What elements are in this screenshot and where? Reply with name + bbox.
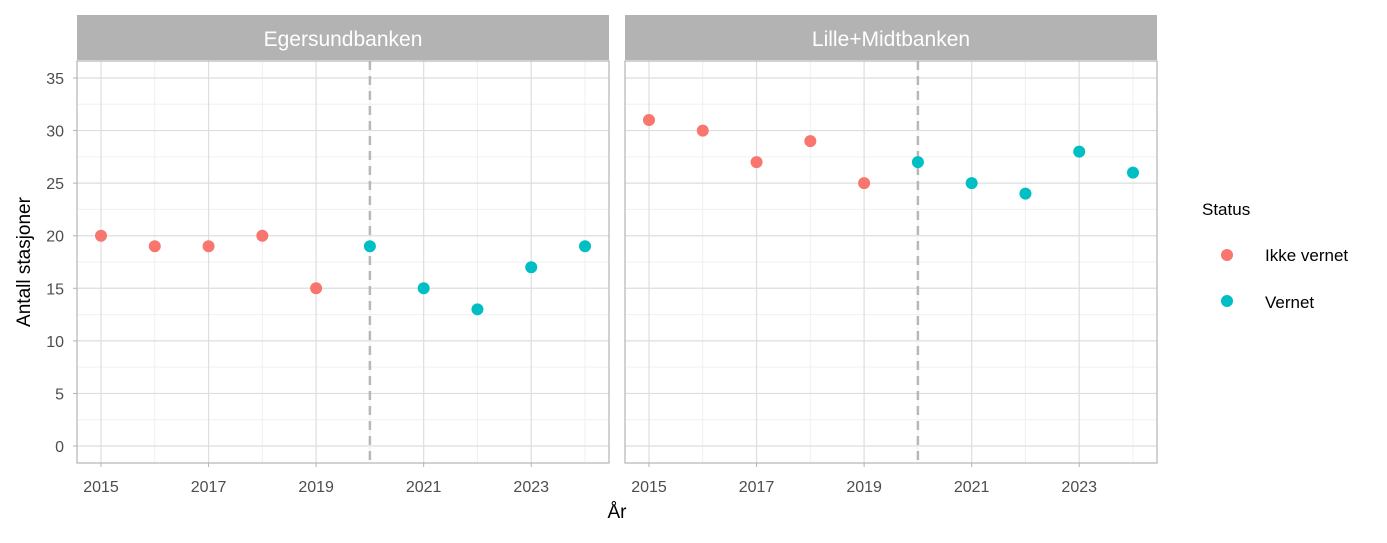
data-point xyxy=(804,135,817,148)
data-point xyxy=(95,229,107,242)
x-tick-label: 2019 xyxy=(846,479,882,496)
y-tick-label: 5 xyxy=(55,386,64,403)
panel-border xyxy=(624,60,1158,464)
legend-title: Status xyxy=(1202,200,1250,219)
x-tick-label: 2023 xyxy=(1061,479,1097,496)
data-point xyxy=(965,177,978,190)
y-tick-label: 10 xyxy=(46,334,64,351)
data-point xyxy=(363,240,376,253)
data-point xyxy=(579,240,591,253)
data-point xyxy=(1127,166,1139,179)
data-point xyxy=(750,156,763,169)
facet-strip xyxy=(625,15,1157,60)
data-point xyxy=(858,177,871,190)
data-point xyxy=(911,156,924,169)
facet-strip xyxy=(77,15,609,60)
legend-label-vernet: Vernet xyxy=(1265,293,1314,312)
data-point xyxy=(256,229,269,242)
data-point xyxy=(643,114,655,127)
x-tick-label: 2017 xyxy=(739,479,775,496)
panels-layer: Egersundbanken 2015 2017 2019 2021 2023 0 5 10 15… xyxy=(46,15,1158,496)
facet-strip-title: Lille+Midtbanken xyxy=(812,28,970,51)
y-tick-label: 25 xyxy=(46,176,64,193)
x-tick-label: 2019 xyxy=(298,479,334,496)
data-point xyxy=(696,124,709,137)
x-tick-label: 2023 xyxy=(513,479,549,496)
y-axis-title: Antall stasjoner xyxy=(14,196,35,327)
panel-2: Lille+Midtbanken 2015 2017 2019 2021 2023 xyxy=(624,15,1158,496)
x-tick-label: 2021 xyxy=(406,479,442,496)
x-tick-label: 2015 xyxy=(83,479,119,496)
data-point xyxy=(148,240,161,253)
data-point xyxy=(1019,187,1032,200)
y-tick-label: 15 xyxy=(46,281,64,298)
facet-strip-title: Egersundbanken xyxy=(264,28,423,51)
data-point xyxy=(310,282,323,295)
x-tick-label: 2021 xyxy=(954,479,990,496)
legend-key-vernet xyxy=(1221,295,1233,307)
x-tick-label: 2017 xyxy=(191,479,227,496)
legend-key-ikke-vernet xyxy=(1221,249,1233,261)
panel-1: Egersundbanken 2015 2017 2019 2021 2023 0 5 10 15… xyxy=(46,15,610,496)
y-tick-label: 30 xyxy=(46,124,64,141)
data-point xyxy=(417,282,430,295)
data-point xyxy=(202,240,215,253)
x-tick-label: 2015 xyxy=(631,479,667,496)
data-point xyxy=(471,303,484,316)
data-point xyxy=(525,261,538,274)
legend-label-ikke-vernet: Ikke vernet xyxy=(1265,246,1348,265)
y-tick-label: 35 xyxy=(46,71,64,88)
y-tick-label: 20 xyxy=(46,229,64,246)
y-tick-label: 0 xyxy=(55,439,64,456)
panel-border xyxy=(76,60,610,464)
legend: Status Ikke vernet Vernet xyxy=(1202,200,1348,312)
x-axis-title: År xyxy=(608,502,628,523)
data-point xyxy=(1073,145,1086,158)
